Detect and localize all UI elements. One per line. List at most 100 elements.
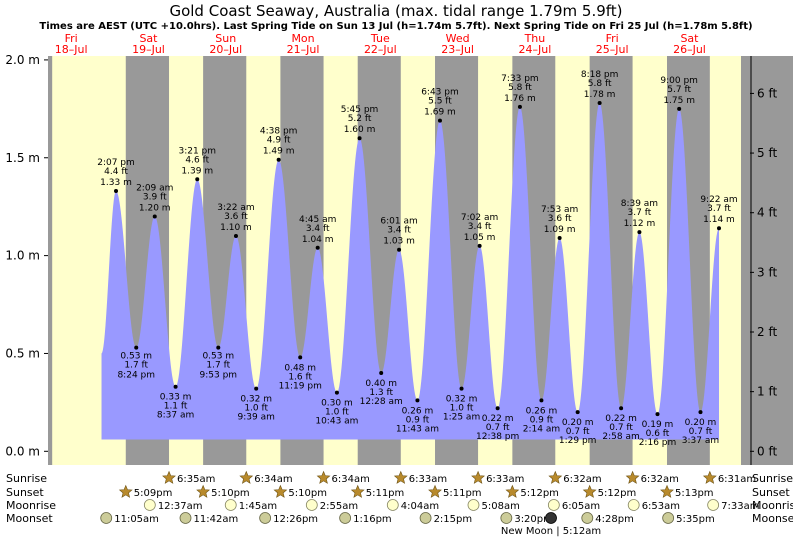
day-date: 25–Jul xyxy=(596,43,629,56)
moonset-time: 1:16pm xyxy=(353,514,392,525)
tide-label: 1.1 ft xyxy=(164,402,188,412)
moonset-icon xyxy=(339,512,352,524)
tide-label: 12:38 pm xyxy=(476,432,519,442)
right-margin xyxy=(741,56,793,465)
tide-label: 0.6 ft xyxy=(646,429,670,439)
left-axis-tick-label: 1.0 m xyxy=(5,249,40,263)
tide-label: 1.09 m xyxy=(544,225,576,235)
day-name: Wed xyxy=(446,32,470,45)
tide-label: 8:37 am xyxy=(157,411,194,421)
tide-label: 1.6 ft xyxy=(288,372,312,382)
tide-label: 0.53 m xyxy=(202,352,234,362)
sun-icon xyxy=(393,470,408,484)
tide-label: 12:28 am xyxy=(360,397,403,407)
moonrise-icon xyxy=(224,499,237,511)
sunset-time: 5:09pm xyxy=(134,488,173,499)
sun-icon xyxy=(350,484,365,498)
sunset-row-label-right: Sunset xyxy=(752,486,790,499)
tide-label: 1.39 m xyxy=(181,166,213,176)
tide-label: 6:01 am xyxy=(380,217,417,227)
tide-point xyxy=(298,355,303,360)
tide-label: 7:02 am xyxy=(461,213,498,223)
right-axis-tick-label: 6 ft xyxy=(757,86,777,100)
day-name: Thu xyxy=(524,32,546,45)
tide-label: 1.75 m xyxy=(663,96,695,106)
tide-label: 4.6 ft xyxy=(185,155,209,165)
tide-label: 0.7 ft xyxy=(609,423,633,433)
sunset-time: 5:10pm xyxy=(288,488,327,499)
sunrise-time: 6:34am xyxy=(254,474,292,485)
right-axis-tick-label: 0 ft xyxy=(757,444,777,458)
tide-label: 4:45 am xyxy=(299,215,336,225)
tide-label: 2:16 pm xyxy=(639,438,677,448)
tide-label: 3.7 ft xyxy=(628,208,652,218)
tide-point xyxy=(134,345,139,350)
tide-label: 9:22 am xyxy=(700,195,737,205)
moonrise-time: 7:33am xyxy=(721,501,759,512)
tide-label: 1.3 ft xyxy=(369,388,393,398)
sun-icon xyxy=(316,470,331,484)
left-axis-tick-label: 0.0 m xyxy=(5,444,40,458)
sun-icon xyxy=(273,484,288,498)
tide-point xyxy=(254,386,259,391)
tide-point xyxy=(477,243,482,248)
moonset-icon xyxy=(100,512,113,524)
sun-icon xyxy=(196,484,211,498)
moon-phase-label: New Moon | 5:12am xyxy=(501,526,601,537)
tide-label: 10:43 am xyxy=(315,417,358,427)
day-date: 19–Jul xyxy=(132,43,165,56)
tide-label: 5.8 ft xyxy=(508,83,532,93)
tide-label: 3.7 ft xyxy=(707,204,731,214)
night-band xyxy=(48,56,53,465)
sunset-time: 5:12pm xyxy=(598,488,637,499)
tide-point xyxy=(114,189,119,194)
tide-label: 2:58 am xyxy=(602,432,639,442)
tide-point xyxy=(517,104,522,109)
tide-point xyxy=(717,226,722,231)
moonset-row-label-right: Moonset xyxy=(752,512,793,525)
tide-point xyxy=(655,412,660,417)
tide-label: 1.76 m xyxy=(504,94,536,104)
tide-label: 3:22 am xyxy=(217,203,254,213)
sunrise-time: 6:32am xyxy=(563,474,601,485)
tide-label: 0.32 m xyxy=(446,395,478,405)
tide-point xyxy=(315,245,320,250)
sun-icon xyxy=(239,470,254,484)
tide-label: 7:33 pm xyxy=(501,74,539,84)
tide-label: 5.8 ft xyxy=(588,79,612,89)
tide-label: 1.12 m xyxy=(624,219,656,229)
sunrise-row-label-right: Sunrise xyxy=(752,472,793,485)
right-axis-tick-label: 2 ft xyxy=(757,325,777,339)
moonrise-row-label: Moonrise xyxy=(6,499,56,512)
sunset-time: 5:11pm xyxy=(443,488,482,499)
sunset-time: 5:13pm xyxy=(675,488,714,499)
tide-label: 0.40 m xyxy=(365,379,397,389)
tide-label: 11:19 pm xyxy=(279,381,322,391)
sunrise-time: 6:33am xyxy=(486,474,524,485)
sunset-time: 5:11pm xyxy=(366,488,405,499)
tide-label: 5.2 ft xyxy=(348,114,372,124)
moonrise-time: 12:37am xyxy=(158,501,203,512)
tide-point xyxy=(216,345,221,350)
day-name: Sat xyxy=(139,32,158,45)
day-date: 24–Jul xyxy=(519,43,552,56)
tide-label: 0.26 m xyxy=(402,406,434,416)
sun-icon xyxy=(582,484,597,498)
day-date: 22–Jul xyxy=(364,43,397,56)
tide-label: 1.78 m xyxy=(584,90,616,100)
day-name: Sun xyxy=(215,32,236,45)
tide-label: 1.20 m xyxy=(139,203,171,213)
tide-point xyxy=(539,398,544,403)
moonrise-time: 1:45am xyxy=(239,501,277,512)
tide-label: 0.7 ft xyxy=(566,427,590,437)
moonset-icon xyxy=(259,512,272,524)
tide-label: 1:29 pm xyxy=(559,436,597,446)
moonrise-time: 6:53am xyxy=(642,501,680,512)
tide-label: 0.30 m xyxy=(321,399,353,409)
moonset-icon xyxy=(581,512,594,524)
tide-label: 1.49 m xyxy=(263,147,295,157)
tide-label: 8:24 pm xyxy=(117,371,155,381)
tide-label: 2:07 pm xyxy=(97,158,135,168)
tide-point xyxy=(459,386,464,391)
tide-labels: 2:07 pm4.4 ft1.33 m0.53 m1.7 ft8:24 pm2:… xyxy=(97,70,737,448)
